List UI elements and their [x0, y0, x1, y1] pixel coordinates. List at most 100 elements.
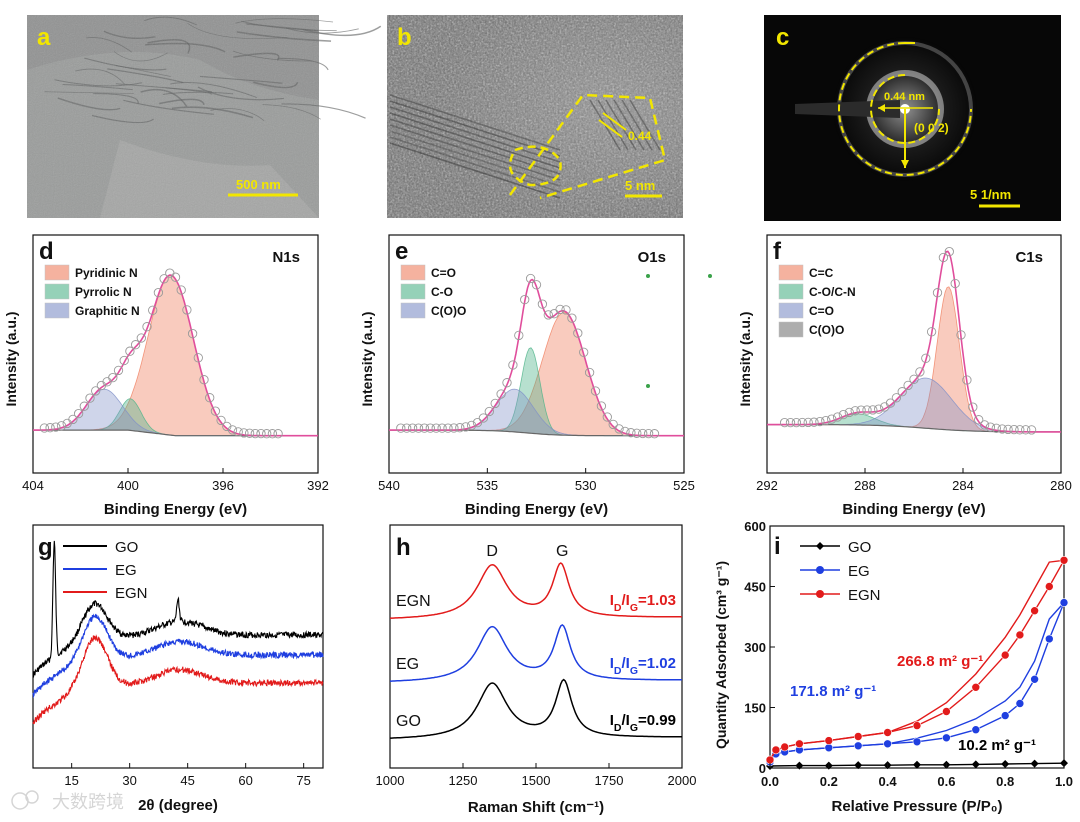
intensity-ratio-label: ID/IG=1.03 [610, 592, 676, 614]
surface-area-label: 10.2 m² g⁻¹ [958, 737, 1036, 754]
data-point [148, 305, 158, 315]
data-point [502, 378, 512, 388]
x-tick-label: 15 [64, 773, 78, 788]
plot-frame [32, 234, 319, 474]
data-point [1059, 598, 1069, 607]
data-point [856, 405, 866, 415]
data-point [1030, 606, 1039, 616]
data-point [1015, 699, 1025, 708]
data-point [210, 406, 221, 416]
data-point [573, 328, 583, 338]
data-point [638, 428, 648, 439]
legend-swatch [44, 302, 70, 319]
data-point [809, 417, 819, 427]
data-point [821, 415, 831, 426]
data-point [490, 398, 500, 409]
legend-label: EGN [848, 587, 881, 604]
data-point [466, 420, 477, 431]
legend-swatch [400, 264, 426, 281]
legend-swatch [778, 321, 804, 338]
x-tick-label: 1.0 [1055, 774, 1073, 789]
y-tick-label: 150 [744, 701, 766, 716]
x-tick-label: 288 [854, 478, 876, 493]
data-point [909, 374, 919, 384]
lattice-fringe [389, 136, 561, 193]
data-point [795, 739, 804, 749]
data-point [431, 423, 441, 433]
xrd-panel-g: 15 30 45 60 75 2θ (degree) g GO EG EGN [32, 524, 324, 814]
data-point [222, 421, 232, 432]
data-point [407, 423, 418, 433]
watermark: 大数跨境 [11, 790, 124, 812]
spectrum-title: O1s [638, 249, 666, 266]
data-point [785, 417, 796, 428]
data-point [239, 428, 249, 438]
data-point [974, 415, 984, 425]
legend-label: GO [115, 539, 138, 556]
x-tick-label: 0.2 [820, 774, 838, 789]
data-point [1021, 425, 1031, 435]
data-point [885, 398, 896, 408]
y-tick-label: 450 [744, 580, 766, 595]
data-point [868, 405, 878, 415]
plot-frame [769, 525, 1065, 769]
legend-swatch [778, 264, 804, 281]
data-point [113, 365, 124, 376]
data-point [273, 429, 283, 439]
data-point [199, 375, 209, 385]
x-tick-label: 1750 [595, 773, 624, 788]
panel-letter-a: a [37, 24, 51, 51]
plane-label: (0 0 2) [914, 121, 949, 135]
data-point [478, 413, 489, 423]
data-point [932, 288, 943, 298]
data-point [1000, 711, 1010, 720]
legend-label: Pyridinic N [75, 266, 138, 280]
data-point [891, 393, 902, 403]
data-point [472, 417, 483, 428]
lattice-fringe [621, 99, 653, 151]
y-tick-label: 300 [744, 640, 766, 655]
data-point [626, 428, 636, 438]
data-point [590, 386, 601, 396]
panel-letter-h: h [396, 534, 411, 561]
data-point [950, 278, 960, 289]
data-point [815, 416, 825, 427]
lattice-fringe [629, 99, 661, 151]
data-point [997, 424, 1007, 434]
xps-panel-d: 404 400 396 392 Binding Energy (eV) Intensity… [3, 234, 329, 518]
data-point [850, 406, 860, 416]
ring-guide [870, 74, 940, 144]
x-tick-label: 0.4 [879, 774, 898, 789]
hrtem-image-panel-b: 0.44 b 5 nm [387, 15, 683, 218]
y-axis-label: Intensity (a.u.) [737, 312, 753, 407]
data-point [91, 386, 101, 396]
legend-label: C-O/C-N [809, 285, 856, 299]
data-point [142, 322, 152, 332]
lattice-fringe [389, 112, 561, 169]
x-tick-label: 45 [180, 773, 194, 788]
data-point [159, 274, 169, 284]
surface-area-label: 266.8 m² g⁻¹ [897, 653, 983, 670]
panel-letter-e: e [395, 238, 408, 265]
data-point [125, 346, 135, 356]
x-tick-label: 525 [673, 478, 695, 493]
scale-bar-label: 500 nm [236, 177, 281, 192]
lattice-marker [598, 119, 623, 138]
panel-letter-g: g [38, 534, 53, 561]
legend-label: EG [115, 562, 137, 579]
lattice-fringe [389, 130, 561, 187]
lattice-marker [602, 112, 627, 131]
data-point [216, 415, 226, 426]
surface-area-label: 171.8 m² g⁻¹ [790, 683, 876, 700]
x-axis-label: Binding Energy (eV) [465, 501, 608, 518]
scale-bar-label: 5 1/nm [970, 187, 1011, 202]
data-point [912, 737, 922, 747]
data-point [643, 428, 654, 439]
data-point [1045, 634, 1054, 644]
series-name-label: GO [396, 713, 421, 730]
data-point [614, 424, 624, 434]
data-point [979, 420, 990, 430]
y-tick-label: 600 [744, 519, 766, 534]
data-point [267, 429, 278, 439]
x-tick-label: 392 [307, 478, 329, 493]
